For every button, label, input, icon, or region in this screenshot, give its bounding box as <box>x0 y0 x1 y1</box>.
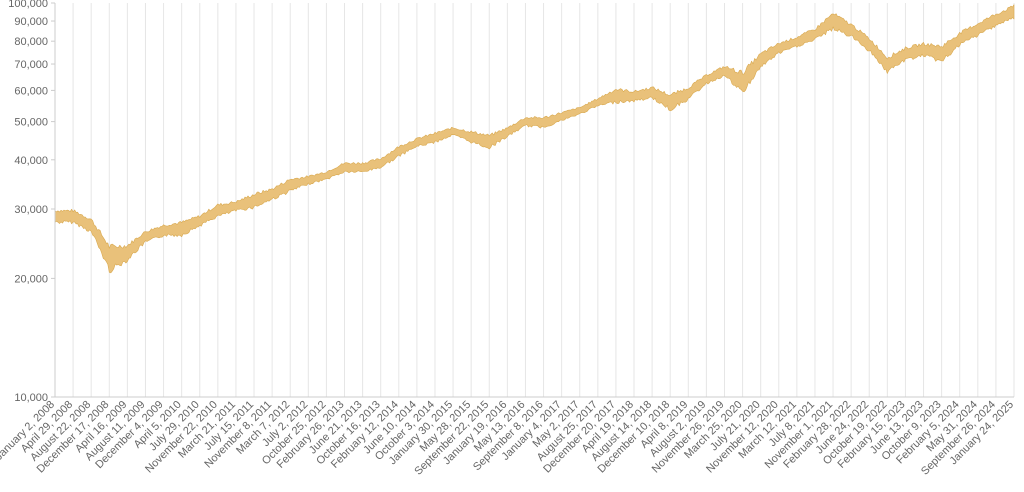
y-tick-label: 70,000 <box>14 59 48 71</box>
y-tick-label: 90,000 <box>14 16 48 28</box>
y-tick-label: 40,000 <box>14 155 48 167</box>
y-tick-label: 10,000 <box>14 392 48 404</box>
price-band-area <box>54 4 1015 274</box>
axis-layer: 10,000 20,000 30,000 40,000 50,000 60,000 70,0… <box>0 0 1016 478</box>
y-tick-label: 80,000 <box>14 36 48 48</box>
series-layer <box>54 4 1015 274</box>
grid-layer <box>54 3 1015 397</box>
y-tick-label: 20,000 <box>14 273 48 285</box>
y-tick-label: 30,000 <box>14 204 48 216</box>
y-tick-label: 100,000 <box>8 0 48 10</box>
y-tick-label: 50,000 <box>14 117 48 129</box>
y-tick-label: 60,000 <box>14 85 48 97</box>
